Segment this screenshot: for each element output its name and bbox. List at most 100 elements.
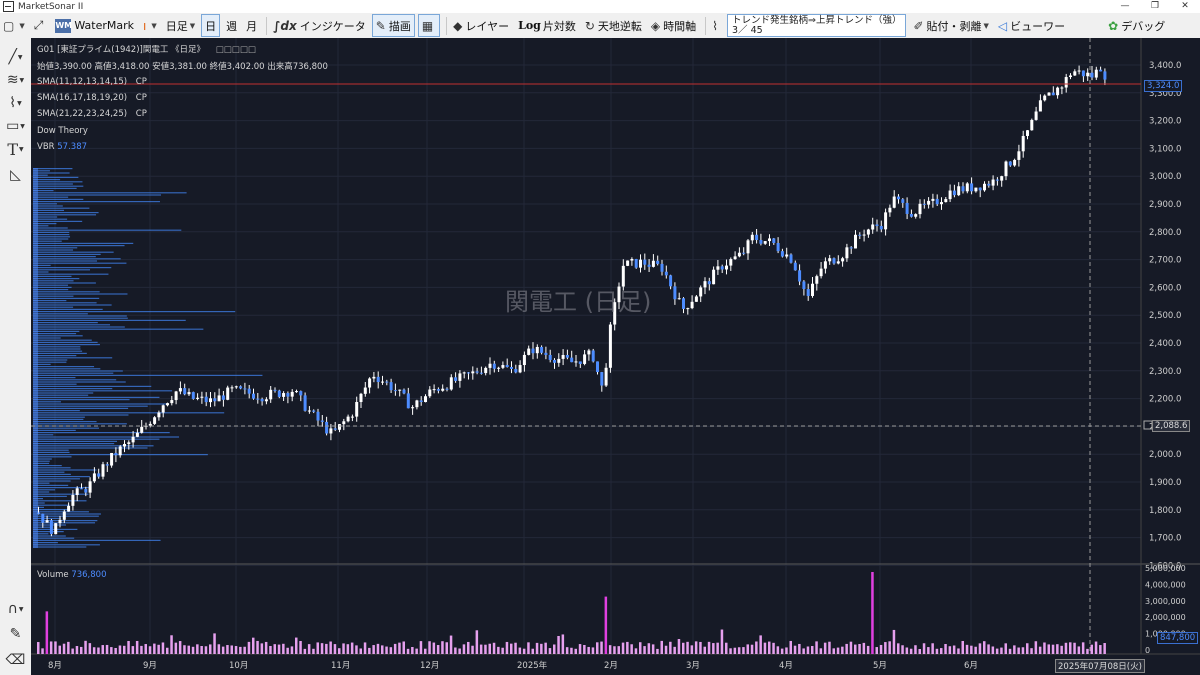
magnet-tool[interactable]: ∩ ▼ xyxy=(7,601,24,617)
candle-body xyxy=(737,252,741,257)
price-chart-svg[interactable]: 3,400.0 3,300.0 3,200.0 3,100.0 3,000.0 2,900… xyxy=(31,38,1200,675)
text-icon: T xyxy=(7,139,19,159)
layout-button[interactable]: ▦ xyxy=(417,14,441,37)
volume-bar xyxy=(49,641,53,654)
volume-profile-bar xyxy=(33,544,100,546)
volume-bar xyxy=(961,640,964,654)
period-select[interactable]: 日足 ▼ xyxy=(165,19,196,33)
volume-bar xyxy=(871,572,874,654)
candle-body xyxy=(389,382,393,391)
volume-profile-bar xyxy=(33,322,98,324)
volume-bar xyxy=(1077,646,1081,654)
candle-body xyxy=(974,187,978,192)
volume-bar xyxy=(995,648,999,654)
volume-bar xyxy=(836,647,840,654)
volume-profile-bar xyxy=(33,245,125,247)
volume-bar xyxy=(1056,644,1059,654)
indicator-sma-1[interactable]: SMA(11,12,13,14,15) CP xyxy=(37,77,147,87)
price-tick-label: 2,000.0 xyxy=(1149,450,1181,460)
chart-watermark: 関電工 (日足) xyxy=(505,288,652,316)
month-label: 2月 xyxy=(604,661,618,671)
volume-bar xyxy=(153,643,156,654)
invert-button[interactable]: ↻ 天地逆転 xyxy=(584,18,642,33)
chart-area[interactable]: 3,400.0 3,300.0 3,200.0 3,100.0 3,000.0 2,900… xyxy=(31,38,1200,675)
volume-profile-bar xyxy=(33,511,89,513)
candle-body xyxy=(570,357,574,363)
expand-button[interactable]: ⤢ xyxy=(31,15,50,36)
volume-profile-bar xyxy=(33,168,73,170)
bug-icon: ✿ xyxy=(1108,18,1119,33)
candle-body xyxy=(1013,159,1017,166)
lock-draw-tool[interactable]: ✎ xyxy=(2,623,29,645)
period-week-button[interactable]: 週 xyxy=(226,19,238,33)
line-tool[interactable]: ╱ ▼ xyxy=(8,49,23,65)
volume-bar xyxy=(1086,648,1089,654)
volume-bar xyxy=(484,644,487,654)
candle-body xyxy=(1099,69,1103,72)
volume-bar xyxy=(970,645,973,654)
candle-body xyxy=(123,443,126,447)
volume-profile-bar xyxy=(33,449,69,451)
volume-tag: 847,800 xyxy=(1157,632,1199,644)
volume-bar xyxy=(759,635,762,654)
volume-bar xyxy=(458,648,461,654)
candle-body xyxy=(983,183,986,191)
debug-button[interactable]: ✿ デバッグ xyxy=(1108,18,1166,33)
candle-body xyxy=(415,400,419,408)
parallel-tool[interactable]: ≋ ▼ xyxy=(6,72,25,88)
volume-bar xyxy=(776,646,780,654)
candle-body xyxy=(432,389,436,391)
period-day-button[interactable]: 日 xyxy=(201,14,221,37)
volume-bar xyxy=(905,647,909,654)
volume-bar xyxy=(303,648,307,654)
volume-profile-bar xyxy=(33,445,154,447)
candle-body xyxy=(862,234,866,236)
table-icon: ▦ xyxy=(421,18,434,33)
indicator-sma-3[interactable]: SMA(21,22,23,24,25) CP xyxy=(37,109,147,119)
candle-body xyxy=(931,198,935,201)
polyline-tool[interactable]: ⌇ ▼ xyxy=(9,95,22,111)
log-scale-button[interactable]: Log 片対数 xyxy=(518,19,576,33)
draw-button[interactable]: ✎ 描画 xyxy=(371,14,415,37)
volume-bar xyxy=(742,647,745,654)
volume-profile-bar xyxy=(33,469,97,471)
maximize-button[interactable]: ❐ xyxy=(1150,1,1160,11)
text-tool[interactable]: T ▼ xyxy=(7,139,24,159)
shape-tool[interactable]: ▭ ▼ xyxy=(6,118,25,134)
watermark-button[interactable]: WM WaterMark xyxy=(55,18,134,33)
eraser-tool[interactable]: ⌫ xyxy=(2,649,29,671)
candle-body xyxy=(591,350,595,362)
volume-bar xyxy=(1051,644,1055,654)
chart-header: G01 [東証プライム(1942)]関電工 《日足》 □□□□□ xyxy=(37,43,256,55)
candle-body xyxy=(780,251,784,257)
candle-body xyxy=(131,436,135,443)
volume-profile-bar xyxy=(33,284,69,286)
time-axis-button[interactable]: ◈ 時間軸 xyxy=(650,18,697,33)
indicator-button[interactable]: ∫dx インジケータ xyxy=(273,18,366,33)
volume-profile-bar xyxy=(33,447,148,449)
volume-profile-bar xyxy=(33,399,130,401)
ruler-tool[interactable]: ◺ xyxy=(2,164,29,186)
indicator-dow-theory[interactable]: Dow Theory xyxy=(37,126,88,136)
volume-bar xyxy=(282,643,285,654)
trend-filter-box[interactable]: トレンド発生銘柄⇒上昇トレンド（強） 3／ 45 xyxy=(727,14,907,37)
volume-profile-bar xyxy=(33,209,65,211)
indicator-sma-2[interactable]: SMA(16,17,18,19,20) CP xyxy=(37,93,147,103)
candle-body xyxy=(682,298,685,309)
candle-type-button[interactable]: ı ▼ xyxy=(142,18,157,33)
viewer-button[interactable]: ◁ ビューワー xyxy=(997,18,1066,33)
close-button[interactable]: ✕ xyxy=(1181,1,1189,11)
layer-button[interactable]: ◆ レイヤー xyxy=(453,18,510,33)
candle-body xyxy=(694,296,698,302)
minimize-button[interactable]: — xyxy=(1120,1,1130,11)
period-month-button[interactable]: 月 xyxy=(246,19,258,33)
rect-tool-button[interactable]: ▢ ▼ xyxy=(3,18,25,33)
indicator-vbr[interactable]: VBR 57.387 xyxy=(37,142,88,152)
volume-bar xyxy=(84,640,87,654)
candle-body xyxy=(759,239,763,244)
paste-button[interactable]: ✐ 貼付・剥離 ▼ xyxy=(913,18,989,33)
candle-body xyxy=(209,398,212,403)
volume-bar xyxy=(1043,642,1046,654)
candle-body xyxy=(1030,119,1034,131)
clip-button[interactable]: ⌇ xyxy=(709,15,724,36)
